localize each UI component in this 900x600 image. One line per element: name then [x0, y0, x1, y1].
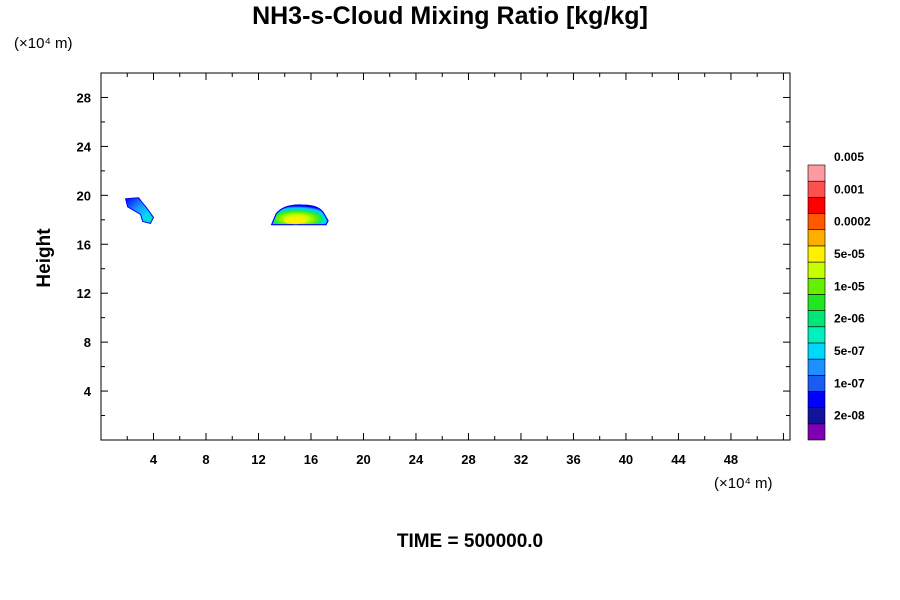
colorbar-label: 5e-05 — [834, 247, 865, 261]
x-tick-label: 48 — [724, 452, 738, 467]
colorbar-label: 2e-06 — [834, 312, 865, 326]
colorbar-label: 0.005 — [834, 150, 864, 164]
x-tick-label: 4 — [150, 452, 158, 467]
colorbar-label: 2e-08 — [834, 409, 865, 423]
colorbar-swatch — [807, 213, 826, 231]
colorbar-swatch — [807, 391, 826, 408]
large-cloud-core — [284, 217, 307, 225]
small-cloud-region — [124, 197, 155, 225]
colorbar-label: 0.0002 — [834, 215, 871, 229]
colorbar-label: 1e-07 — [834, 376, 865, 390]
x-tick-label: 20 — [356, 452, 370, 467]
colorbar-swatch — [807, 180, 826, 198]
x-tick-label: 12 — [251, 452, 265, 467]
x-axis-ticks: 4 8 12 16 20 24 28 32 36 40 44 48 — [126, 73, 784, 467]
time-label: TIME = 500000.0 — [396, 531, 544, 552]
colorbar-swatch — [807, 245, 826, 263]
x-axis-unit: (×10⁴ m) — [714, 475, 773, 492]
y-tick-label: 8 — [84, 335, 91, 350]
y-axis-label: Height — [34, 228, 55, 288]
y-axis-unit: (×10⁴ m) — [14, 35, 73, 52]
colorbar-swatch — [807, 342, 826, 360]
x-tick-label: 24 — [409, 452, 424, 467]
y-tick-label: 4 — [84, 384, 92, 399]
plot-frame — [100, 72, 791, 441]
y-tick-label: 12 — [77, 286, 91, 301]
colorbar-label: 0.001 — [834, 182, 864, 196]
colorbar-swatch — [807, 423, 826, 441]
colorbar-swatch — [807, 229, 826, 247]
colorbar-swatch — [807, 358, 826, 376]
x-tick-label: 16 — [304, 452, 318, 467]
y-tick-label: 16 — [77, 237, 91, 252]
y-tick-label: 24 — [77, 139, 92, 154]
colorbar-swatch — [807, 326, 826, 344]
colorbar-label: 5e-07 — [834, 344, 865, 358]
cloud-regions — [124, 197, 329, 226]
colorbar-swatch — [807, 197, 826, 214]
colorbar-swatch — [807, 310, 826, 328]
colorbar-swatch — [807, 277, 826, 295]
colorbar-swatch — [807, 164, 826, 182]
x-tick-label: 8 — [202, 452, 209, 467]
y-axis-ticks: 4 8 12 16 20 24 28 — [77, 90, 790, 417]
x-tick-label: 44 — [671, 452, 686, 467]
colorbar-swatch — [807, 407, 826, 425]
x-tick-label: 40 — [619, 452, 633, 467]
colorbar-swatch — [807, 374, 826, 392]
y-tick-label: 28 — [77, 90, 91, 105]
colorbar-swatch — [807, 261, 826, 279]
x-tick-label: 28 — [461, 452, 475, 467]
x-tick-label: 32 — [514, 452, 528, 467]
colorbar: 2e-08 1e-07 5e-07 2e-06 1e-05 5e-05 0.0002 0.00… — [807, 150, 871, 441]
x-tick-label: 36 — [566, 452, 580, 467]
chart-title: NH3-s-Cloud Mixing Ratio [kg/kg] — [252, 2, 648, 30]
colorbar-swatch — [807, 294, 826, 311]
y-tick-label: 20 — [77, 188, 91, 203]
colorbar-label: 1e-05 — [834, 279, 865, 293]
